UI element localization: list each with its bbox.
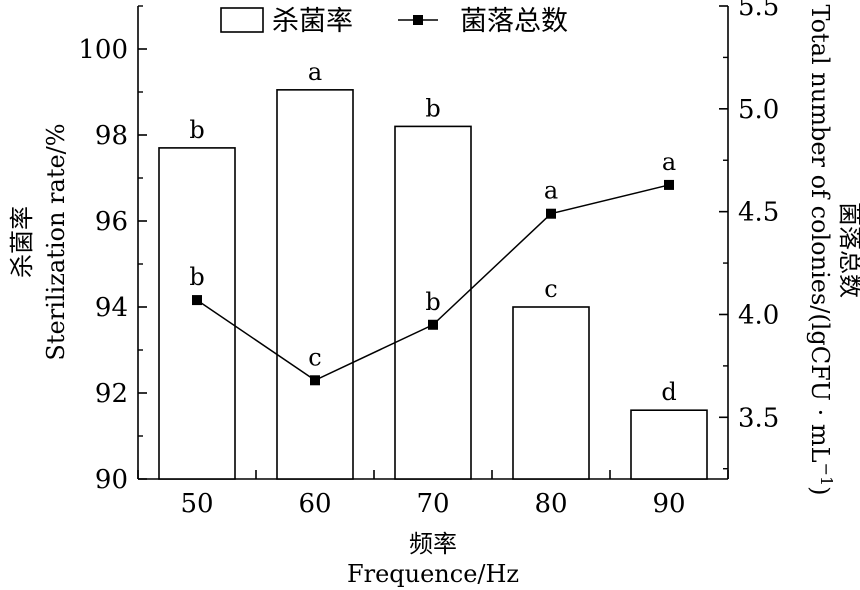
legend-line-marker (413, 15, 423, 25)
right-axis-title-cn: 菌落总数 (836, 202, 860, 298)
right-axis-tick-label: 4.5 (738, 198, 779, 228)
bar (394, 125, 472, 480)
bar-significance-label: b (189, 116, 204, 144)
legend-bar-label: 杀菌率 (272, 6, 353, 37)
right-axis-title: Total number of colonies/(lgCFU · mL−1)菌… (806, 4, 860, 495)
line-point (192, 295, 202, 306)
bar-series: b a b c d (158, 58, 708, 480)
x-axis-tick-label: 50 (180, 489, 213, 519)
line-point (428, 319, 438, 330)
right-axis-title-en-main: Total number of colonies/(lgCFU · mL (806, 4, 834, 462)
line-significance-label: a (544, 177, 558, 205)
bar (276, 89, 354, 480)
x-axis-title-en: Frequence/Hz (347, 560, 519, 588)
legend-line-label: 菌落总数 (460, 6, 568, 37)
left-axis-title-cn: 杀菌率 (8, 206, 36, 278)
left-axis-title-en: Sterilization rate/% (42, 123, 70, 360)
x-axis-tick-label: 60 (298, 489, 331, 519)
right-axis-tick-label: 4.0 (738, 300, 779, 330)
left-axis-tick-label: 94 (95, 293, 128, 323)
bar-significance-label: d (661, 378, 676, 406)
line-point (546, 208, 556, 219)
left-axis-tick-label: 98 (95, 121, 128, 151)
bar-significance-label: c (544, 275, 557, 303)
x-axis-tick-label: 70 (416, 489, 449, 519)
line-significance-label: b (189, 263, 204, 291)
x-axis-tick-label: 80 (534, 489, 567, 519)
line-significance-label: a (662, 148, 676, 176)
line-significance-label: b (425, 288, 440, 316)
bar-significance-label: a (308, 58, 322, 86)
line-significance-label: c (308, 343, 321, 371)
legend: 杀菌率 菌落总数 (220, 6, 568, 37)
bar (512, 306, 590, 480)
legend-bar-swatch (220, 7, 264, 33)
x-axis-title-cn: 频率 (409, 530, 457, 558)
bar (158, 147, 236, 480)
right-axis-title-en: Total number of colonies/(lgCFU · mL−1) (806, 4, 836, 495)
left-axis-tick-label: 92 (95, 379, 128, 409)
bar-significance-label: b (425, 94, 440, 122)
left-axis-tick-label: 90 (95, 465, 128, 495)
left-axis-title: 杀菌率 Sterilization rate/% (8, 123, 70, 360)
right-axis-tick-label: 3.5 (738, 403, 779, 433)
right-axis-tick-label: 5.5 (738, 0, 779, 22)
line-series: b c b a a (189, 148, 676, 386)
line-point (310, 375, 320, 386)
line-point (664, 179, 674, 190)
right-axis-title-en-sup: −1 (817, 463, 836, 487)
right-axis-title-en-close: ) (806, 486, 834, 495)
left-axis-tick-label: 96 (95, 207, 128, 237)
left-axis-tick-label: 100 (78, 35, 128, 65)
bar (630, 409, 708, 480)
x-axis-tick-label: 90 (652, 489, 685, 519)
right-axis-tick-label: 5.0 (738, 95, 779, 125)
axes-frame: 90 92 94 96 98 100 3.5 4.0 4.5 5.0 5.5 50 60 70 80 90 频率… (8, 0, 860, 588)
